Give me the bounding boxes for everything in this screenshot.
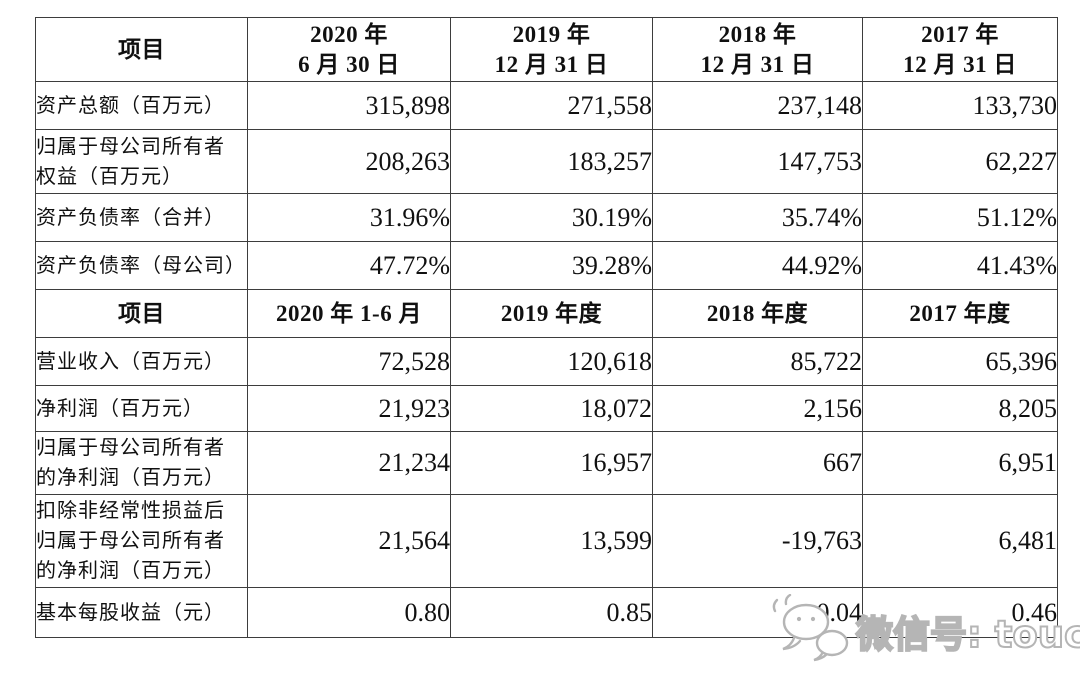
column-header-2019-period: 2019 年度 xyxy=(450,289,653,338)
income-header-row: 项目 2020 年 1-6 月 2019 年度 2018 年度 2017 年度 xyxy=(35,289,1058,338)
table-row-total-assets: 资产总额（百万元） 315,898 271,558 237,148 133,73… xyxy=(35,81,1058,130)
column-header-item: 项目 xyxy=(35,289,248,338)
table-row-revenue: 营业收入（百万元） 72,528 120,618 85,722 65,396 xyxy=(35,337,1058,386)
row-label: 归属于母公司所有者 权益（百万元） xyxy=(35,129,248,194)
cell-value: 8,205 xyxy=(862,385,1058,432)
cell-value: 47.72% xyxy=(247,241,451,290)
cell-value: 16,957 xyxy=(450,431,653,495)
cell-value: 21,923 xyxy=(247,385,451,432)
cell-value: 13,599 xyxy=(450,494,653,588)
cell-value: 35.74% xyxy=(652,193,863,242)
cell-value: 147,753 xyxy=(652,129,863,194)
cell-value: 72,528 xyxy=(247,337,451,386)
row-label: 资产负债率（母公司） xyxy=(35,241,248,290)
row-label: 扣除非经常性损益后 归属于母公司所有者 的净利润（百万元） xyxy=(35,494,248,588)
column-header-2018-date: 2018 年 12 月 31 日 xyxy=(652,17,863,82)
cell-value: 0.80 xyxy=(247,587,451,638)
row-label: 资产负债率（合并） xyxy=(35,193,248,242)
balance-header-row: 项目 2020 年 6 月 30 日 2019 年 12 月 31 日 2018… xyxy=(35,17,1058,82)
column-header-2019-date: 2019 年 12 月 31 日 xyxy=(450,17,653,82)
cell-value: 30.19% xyxy=(450,193,653,242)
cell-value: 120,618 xyxy=(450,337,653,386)
cell-value: 6,951 xyxy=(862,431,1058,495)
cell-value: 271,558 xyxy=(450,81,653,130)
column-header-2020h1-date: 2020 年 6 月 30 日 xyxy=(247,17,451,82)
cell-value: 39.28% xyxy=(450,241,653,290)
financial-summary-table: 项目 2020 年 6 月 30 日 2019 年 12 月 31 日 2018… xyxy=(35,17,1058,638)
cell-value: 0.04 xyxy=(652,587,863,638)
cell-value: 183,257 xyxy=(450,129,653,194)
cell-value: 31.96% xyxy=(247,193,451,242)
cell-value: 0.46 xyxy=(862,587,1058,638)
row-label: 净利润（百万元） xyxy=(35,385,248,432)
cell-value: 315,898 xyxy=(247,81,451,130)
table-row-parent-equity: 归属于母公司所有者 权益（百万元） 208,263 183,257 147,75… xyxy=(35,129,1058,194)
column-header-2018-period: 2018 年度 xyxy=(652,289,863,338)
row-label: 资产总额（百万元） xyxy=(35,81,248,130)
row-label: 归属于母公司所有者 的净利润（百万元） xyxy=(35,431,248,495)
cell-value: 41.43% xyxy=(862,241,1058,290)
table-row-net-profit: 净利润（百万元） 21,923 18,072 2,156 8,205 xyxy=(35,385,1058,432)
row-label: 营业收入（百万元） xyxy=(35,337,248,386)
table-row-debt-ratio-parent: 资产负债率（母公司） 47.72% 39.28% 44.92% 41.43% xyxy=(35,241,1058,290)
cell-value: 6,481 xyxy=(862,494,1058,588)
cell-value: 21,564 xyxy=(247,494,451,588)
table-row-debt-ratio-consolidated: 资产负债率（合并） 31.96% 30.19% 35.74% 51.12% xyxy=(35,193,1058,242)
column-header-2017-date: 2017 年 12 月 31 日 xyxy=(862,17,1058,82)
cell-value: 237,148 xyxy=(652,81,863,130)
column-header-2020h1-period: 2020 年 1-6 月 xyxy=(247,289,451,338)
cell-value: 208,263 xyxy=(247,129,451,194)
cell-value: 85,722 xyxy=(652,337,863,386)
cell-value: 18,072 xyxy=(450,385,653,432)
cell-value: 51.12% xyxy=(862,193,1058,242)
cell-value: -19,763 xyxy=(652,494,863,588)
cell-value: 44.92% xyxy=(652,241,863,290)
cell-value: 2,156 xyxy=(652,385,863,432)
cell-value: 0.85 xyxy=(450,587,653,638)
cell-value: 62,227 xyxy=(862,129,1058,194)
row-label: 基本每股收益（元） xyxy=(35,587,248,638)
column-header-item: 项目 xyxy=(35,17,248,82)
table-row-basic-eps: 基本每股收益（元） 0.80 0.85 0.04 0.46 xyxy=(35,587,1058,638)
cell-value: 21,234 xyxy=(247,431,451,495)
cell-value: 65,396 xyxy=(862,337,1058,386)
cell-value: 133,730 xyxy=(862,81,1058,130)
table-row-adjusted-net-profit: 扣除非经常性损益后 归属于母公司所有者 的净利润（百万元） 21,564 13,… xyxy=(35,494,1058,588)
cell-value: 667 xyxy=(652,431,863,495)
column-header-2017-period: 2017 年度 xyxy=(862,289,1058,338)
table-row-parent-net-profit: 归属于母公司所有者 的净利润（百万元） 21,234 16,957 667 6,… xyxy=(35,431,1058,495)
